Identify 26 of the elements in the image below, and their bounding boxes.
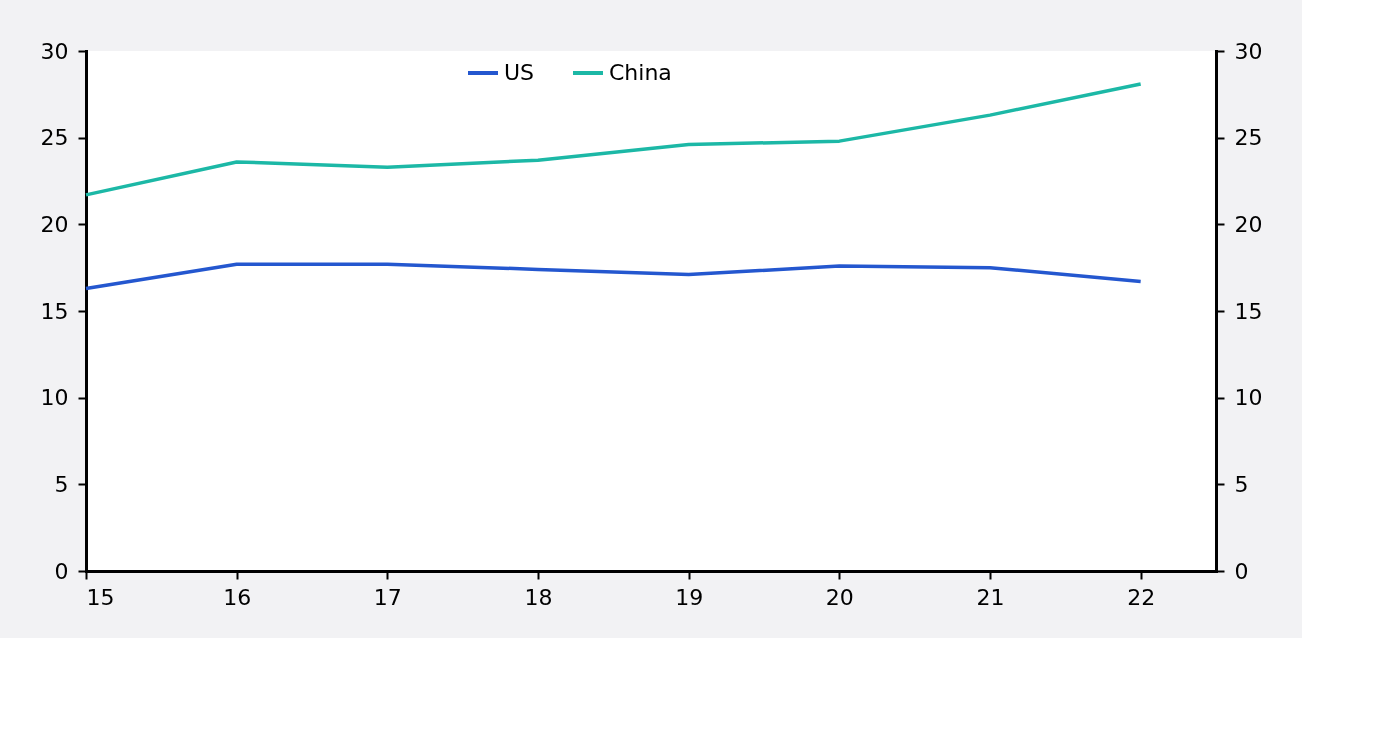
y2-tick-label: 10 (1234, 385, 1263, 411)
y-tick-label: 0 (54, 558, 69, 584)
x-tick-label: 19 (675, 584, 704, 610)
y2-tick-label: 15 (1234, 298, 1263, 324)
y2-tick-label: 5 (1234, 471, 1249, 497)
y2-tick-label: 0 (1234, 558, 1249, 584)
legend-label: China (609, 60, 672, 85)
y-tick-label: 30 (40, 38, 69, 64)
y2-tick-label: 20 (1234, 211, 1263, 237)
y-tick-label: 15 (40, 298, 69, 324)
y-tick-label: 10 (40, 385, 69, 411)
line-series (84, 262, 1143, 291)
line-series (84, 82, 1143, 197)
y2-tick-label: 30 (1234, 38, 1263, 64)
x-tick-label: 21 (976, 584, 1005, 610)
x-tick-label: 16 (223, 584, 252, 610)
x-tick-label: 15 (86, 584, 115, 610)
y-tick-label: 5 (54, 471, 69, 497)
y-tick-label: 25 (40, 125, 69, 151)
x-tick-label: 17 (373, 584, 402, 610)
legend-label: US (504, 60, 535, 85)
x-tick-label: 22 (1127, 584, 1156, 610)
x-tick-label: 18 (524, 584, 553, 610)
y-tick-label: 20 (40, 211, 69, 237)
y2-tick-label: 25 (1234, 125, 1263, 151)
x-tick-label: 20 (825, 584, 854, 610)
